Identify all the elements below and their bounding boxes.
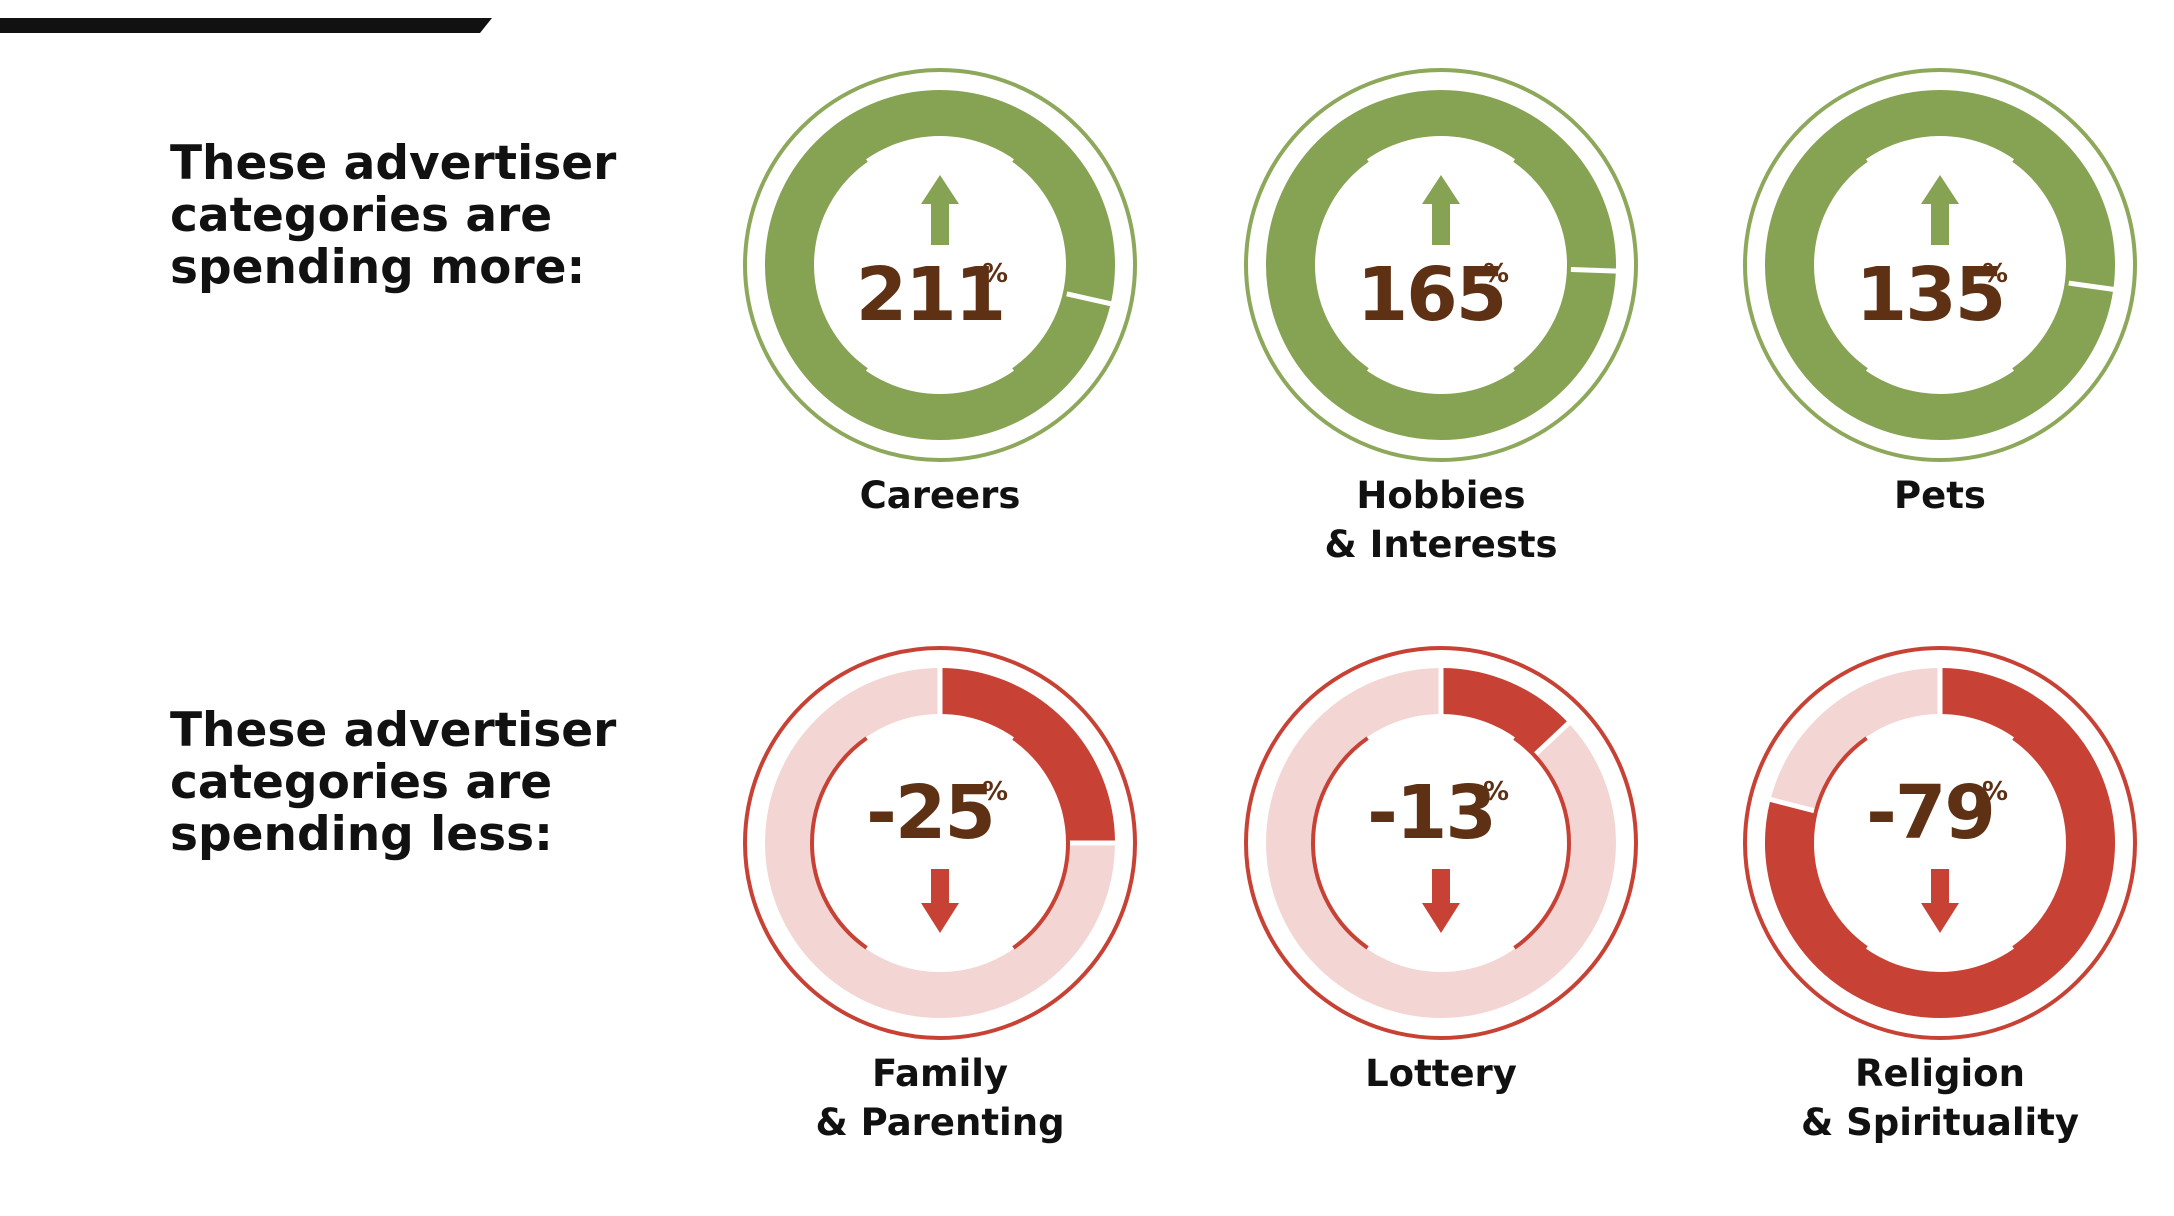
- bracket-left-careers: [810, 158, 868, 372]
- outer-ring-family-parenting: [743, 646, 1137, 1040]
- category-label-religion-spirituality-line-2: & Spirituality: [1801, 1101, 2079, 1144]
- arrow-up-icon-pets: [1921, 175, 1959, 245]
- heading-spending-more: These advertiser categories are spending…: [170, 136, 617, 295]
- value-arc-religion-spirituality: [1765, 668, 2115, 1018]
- category-label-pets: Pets: [1894, 474, 1986, 517]
- bracket-right-family-parenting: [1012, 736, 1070, 950]
- category-label-family-parenting-line-1: Family: [872, 1052, 1008, 1095]
- heading-spending-less: These advertiser categories are spending…: [170, 703, 617, 862]
- value-marker-hobbies-interests: [1567, 266, 1618, 274]
- outer-ring-careers: [743, 68, 1137, 462]
- bracket-right-lottery: [1513, 736, 1571, 950]
- category-label-lottery: Lottery: [1365, 1052, 1517, 1095]
- percent-sign-religion-spirituality: %: [1982, 777, 2008, 807]
- arrow-down-icon-lottery: [1422, 869, 1460, 933]
- value-arc-family-parenting: [940, 668, 1115, 843]
- bracket-right-careers: [1012, 158, 1070, 372]
- category-label-religion-spirituality-line-1: Religion: [1855, 1052, 2025, 1095]
- outer-ring-pets: [1743, 68, 2137, 462]
- percent-sign-pets: %: [1982, 259, 2008, 289]
- value-arc-lottery: [1441, 668, 1568, 755]
- bracket-left-religion-spirituality: [1810, 736, 1868, 950]
- value-label-religion-spirituality: -79: [1866, 770, 1994, 856]
- bracket-right-religion-spirituality: [2012, 736, 2070, 950]
- value-label-careers: 211: [856, 252, 1004, 338]
- value-marker-pets: [2065, 280, 2116, 293]
- bracket-right-pets: [2012, 158, 2070, 372]
- percent-sign-careers: %: [982, 259, 1008, 289]
- category-label-family-parenting-line-2: & Parenting: [815, 1101, 1064, 1144]
- arrow-up-icon-careers: [921, 175, 959, 245]
- arrow-down-icon-religion-spirituality: [1921, 869, 1959, 933]
- top-bar: [0, 18, 492, 33]
- value-marker-careers: [1063, 290, 1114, 307]
- outer-ring-lottery: [1244, 646, 1638, 1040]
- outer-ring-hobbies-interests: [1244, 68, 1638, 462]
- top-bar-shape: [0, 18, 492, 33]
- value-label-pets: 135: [1856, 252, 2004, 338]
- value-ring-hobbies-interests: [1266, 90, 1616, 440]
- category-label-hobbies-interests-line-2: & Interests: [1324, 523, 1557, 566]
- arrow-down-icon-family-parenting: [921, 869, 959, 933]
- value-ring-pets: [1765, 90, 2115, 440]
- bracket-left-hobbies-interests: [1311, 158, 1369, 372]
- outer-ring-religion-spirituality: [1743, 646, 2137, 1040]
- arrow-up-icon-hobbies-interests: [1422, 175, 1460, 245]
- percent-sign-family-parenting: %: [982, 777, 1008, 807]
- value-end-mark-lottery: [1531, 720, 1572, 758]
- value-label-family-parenting: -25: [866, 770, 994, 856]
- category-label-careers: Careers: [860, 474, 1021, 517]
- percent-sign-hobbies-interests: %: [1483, 259, 1509, 289]
- value-label-lottery: -13: [1367, 770, 1495, 856]
- value-end-mark-religion-spirituality: [1767, 796, 1818, 814]
- percent-sign-lottery: %: [1483, 777, 1509, 807]
- bracket-left-lottery: [1311, 736, 1369, 950]
- bracket-left-pets: [1810, 158, 1868, 372]
- bracket-left-family-parenting: [810, 736, 868, 950]
- bracket-right-hobbies-interests: [1513, 158, 1571, 372]
- value-label-hobbies-interests: 165: [1357, 252, 1505, 338]
- value-ring-careers: [765, 90, 1115, 440]
- category-label-hobbies-interests-line-1: Hobbies: [1356, 474, 1525, 517]
